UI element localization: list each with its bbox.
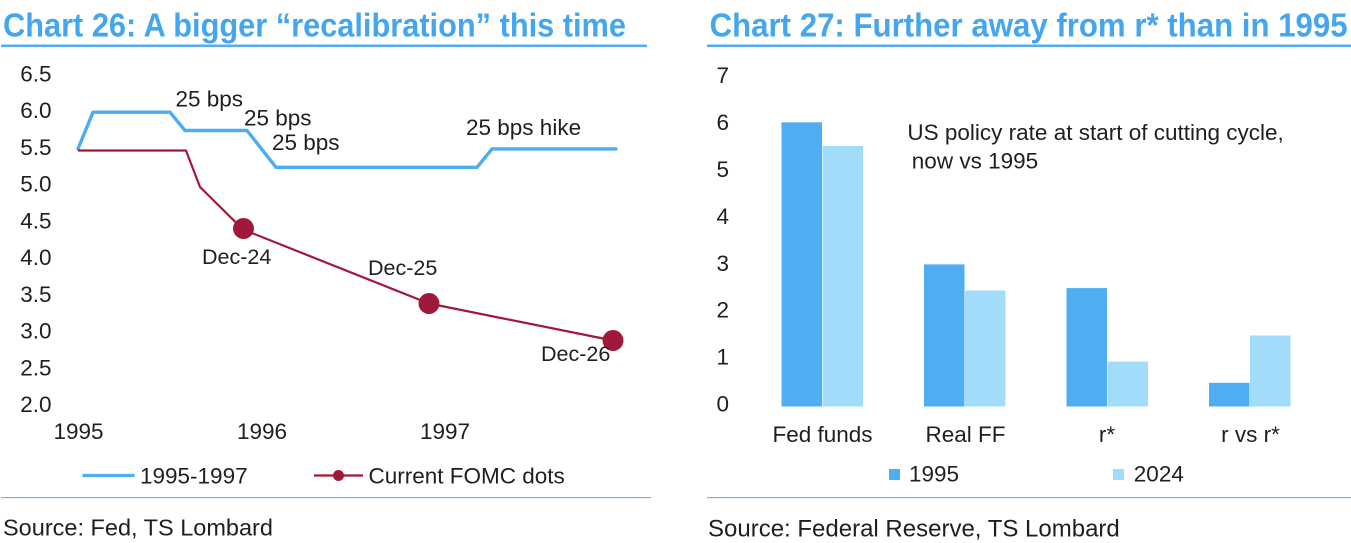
svg-text:6: 6 (716, 110, 729, 135)
svg-text:2.5: 2.5 (20, 355, 51, 380)
svg-text:Source: Federal Reserve, TS Lo: Source: Federal Reserve, TS Lombard (708, 516, 1120, 543)
svg-text:25 bps: 25 bps (176, 86, 244, 111)
svg-text:1995-1997: 1995-1997 (140, 463, 248, 488)
svg-text:4: 4 (716, 204, 729, 229)
svg-text:Dec-26: Dec-26 (541, 342, 610, 366)
svg-text:2: 2 (716, 298, 729, 323)
svg-text:0: 0 (716, 392, 729, 417)
svg-text:2.0: 2.0 (20, 392, 51, 417)
svg-text:6.5: 6.5 (20, 61, 51, 86)
svg-text:Chart 27: Further away from r*: Chart 27: Further away from r* than in 1… (710, 6, 1348, 43)
svg-text:Current FOMC dots: Current FOMC dots (369, 463, 565, 488)
svg-text:1: 1 (716, 345, 729, 370)
svg-text:25 bps: 25 bps (272, 130, 340, 155)
svg-text:5.0: 5.0 (20, 172, 51, 197)
svg-text:7: 7 (716, 63, 729, 88)
svg-text:3: 3 (716, 251, 729, 276)
svg-text:now vs 1995: now vs 1995 (912, 148, 1038, 173)
svg-text:3.0: 3.0 (20, 319, 51, 344)
svg-text:Real FF: Real FF (925, 422, 1005, 447)
svg-text:r vs r*: r vs r* (1221, 422, 1280, 447)
svg-text:1997: 1997 (420, 419, 470, 444)
svg-text:25 bps hike: 25 bps hike (466, 115, 581, 140)
svg-text:25 bps: 25 bps (244, 106, 312, 131)
svg-text:2024: 2024 (1134, 461, 1184, 486)
svg-text:3.5: 3.5 (20, 282, 51, 307)
svg-text:4.5: 4.5 (20, 208, 51, 233)
svg-text:Source: Fed, TS Lombard: Source: Fed, TS Lombard (3, 515, 273, 541)
svg-text:Dec-25: Dec-25 (368, 256, 437, 280)
svg-text:1995: 1995 (909, 461, 959, 486)
svg-text:1995: 1995 (53, 419, 103, 444)
svg-text:Chart 26: A bigger “recalibrat: Chart 26: A bigger “recalibration” this … (3, 6, 626, 43)
svg-text:6.0: 6.0 (20, 98, 51, 123)
svg-text:Fed funds: Fed funds (772, 422, 872, 447)
svg-text:US policy rate at start of cut: US policy rate at start of cutting cycle… (907, 120, 1283, 145)
svg-text:Dec-24: Dec-24 (202, 245, 271, 269)
svg-text:4.0: 4.0 (20, 245, 51, 270)
svg-text:r*: r* (1099, 422, 1115, 447)
svg-text:1996: 1996 (237, 419, 287, 444)
svg-text:5.5: 5.5 (20, 135, 51, 160)
svg-text:5: 5 (716, 157, 729, 182)
